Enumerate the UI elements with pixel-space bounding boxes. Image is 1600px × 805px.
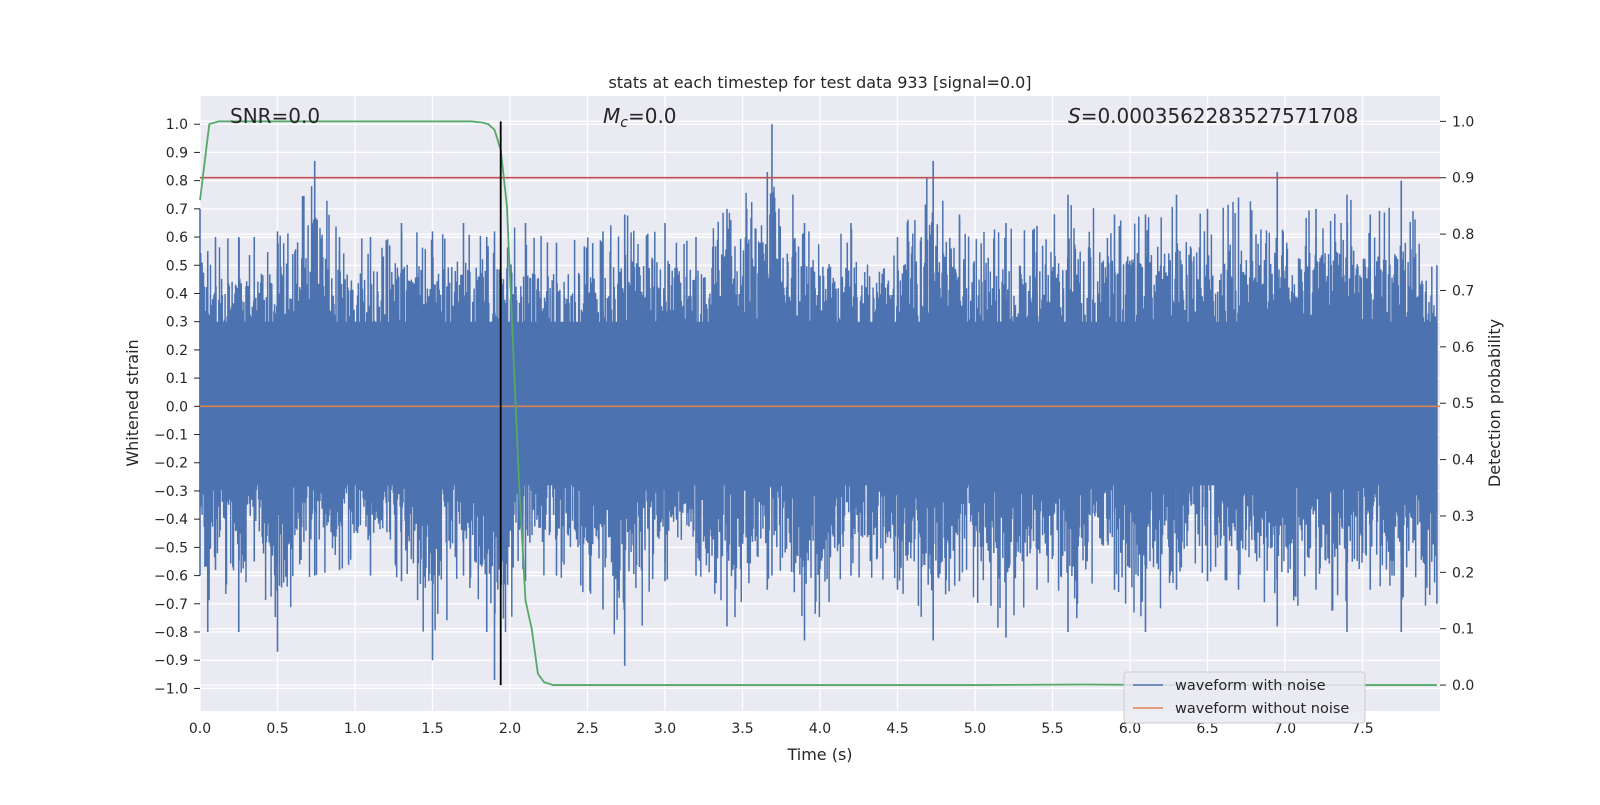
y-tick-label: 0.7 [166, 202, 188, 218]
x-tick-label: 4.0 [809, 721, 831, 737]
y-tick-label: −0.6 [154, 569, 188, 585]
mc-value: =0.0 [628, 104, 677, 128]
y2-tick-label: 0.5 [1452, 396, 1474, 412]
y-tick-label: −0.8 [154, 625, 188, 641]
y-tick-label: 0.0 [166, 399, 188, 415]
y2-tick-label: 0.7 [1452, 283, 1474, 299]
x-tick-label: 2.5 [576, 721, 598, 737]
x-tick-label: 5.5 [1041, 721, 1063, 737]
y-tick-label: 0.1 [166, 371, 188, 387]
y2-tick-label: 0.8 [1452, 227, 1474, 243]
mc-symbol: M [603, 104, 620, 128]
legend: waveform with noise waveform without noi… [1123, 671, 1366, 724]
y2-tick-label: 0.1 [1452, 622, 1474, 638]
legend-label-clean: waveform without noise [1175, 701, 1349, 717]
x-tick-label: 4.5 [886, 721, 908, 737]
x-tick-label: 0.5 [266, 721, 288, 737]
legend-label-noise: waveform with noise [1175, 678, 1326, 694]
mc-subscript: c [620, 115, 628, 131]
s-annotation: S=0.0003562283527571708 [1068, 104, 1358, 128]
y-tick-label: −0.7 [154, 597, 188, 613]
y2-tick-label: 0.6 [1452, 340, 1474, 356]
y-tick-label: 0.3 [166, 315, 188, 331]
axes: 0.0 0.5 1.0 1.5 2.0 2.5 3.0 3.5 4.0 4.5 5.0 5.5 6.0 6… [154, 114, 1474, 737]
y-tick-label: 0.6 [166, 230, 188, 246]
y-tick-label: 0.8 [166, 174, 188, 190]
y-tick-label: 0.4 [166, 286, 188, 302]
series-detection-probability [199, 120, 1437, 686]
y2-tick-label: 0.9 [1452, 171, 1474, 187]
x-tick-label: 6.0 [1119, 721, 1141, 737]
y-tick-label: 1.0 [166, 117, 188, 133]
plot-area [199, 120, 1440, 686]
chart-title: stats at each timestep for test data 933… [608, 73, 1031, 92]
y-tick-label: −1.0 [154, 681, 188, 697]
y2-tick-label: 0.4 [1452, 453, 1474, 469]
y2-tick-label: 0.0 [1452, 678, 1474, 694]
x-tick-label: 6.5 [1196, 721, 1218, 737]
x-tick-label: 3.5 [731, 721, 753, 737]
x-tick-label: 5.0 [964, 721, 986, 737]
y-tick-label: −0.9 [154, 653, 188, 669]
y-axis-label: Whitened strain [123, 339, 142, 466]
y2-tick-label: 0.2 [1452, 565, 1474, 581]
s-symbol: S [1068, 104, 1081, 128]
s-value: =0.0003562283527571708 [1081, 104, 1359, 128]
y-tick-label: 0.9 [166, 145, 188, 161]
y-tick-label: 0.5 [166, 258, 188, 274]
y-tick-label: −0.3 [154, 484, 188, 500]
x-tick-label: 1.5 [421, 721, 443, 737]
x-axis-label: Time (s) [786, 745, 852, 764]
x-tick-label: 7.0 [1274, 721, 1296, 737]
y2-tick-label: 0.3 [1452, 509, 1474, 525]
snr-annotation: SNR=0.0 [230, 104, 320, 128]
y2-axis-label: Detection probability [1485, 319, 1504, 487]
x-tick-label: 2.0 [499, 721, 521, 737]
y-tick-label: −0.5 [154, 540, 188, 556]
mc-annotation: Mc=0.0 [603, 104, 677, 131]
y-tick-label: −0.2 [154, 456, 188, 472]
y-tick-label: −0.1 [154, 428, 188, 444]
y2-tick-label: 1.0 [1452, 114, 1474, 130]
x-tick-label: 0.0 [189, 721, 211, 737]
x-tick-label: 3.0 [654, 721, 676, 737]
y-tick-label: −0.4 [154, 512, 188, 528]
x-tick-label: 7.5 [1351, 721, 1373, 737]
y-tick-label: 0.2 [166, 343, 188, 359]
x-tick-label: 1.0 [344, 721, 366, 737]
legend-box [1123, 671, 1366, 724]
